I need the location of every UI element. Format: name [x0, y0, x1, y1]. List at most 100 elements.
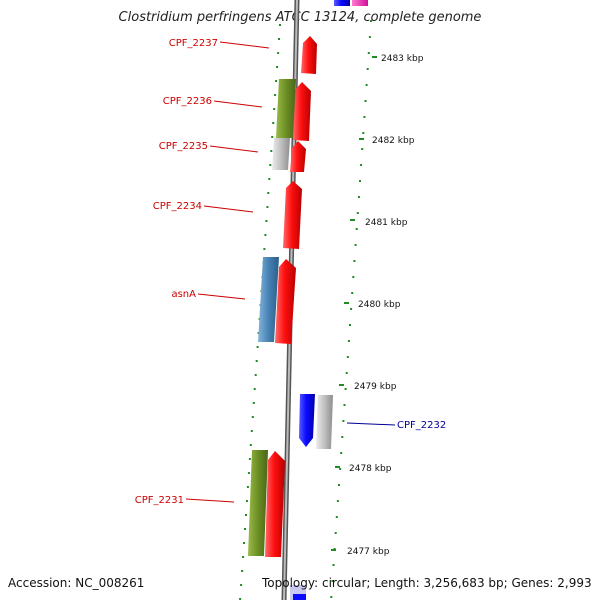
scale-label-2481: 2481 kbp	[365, 218, 408, 228]
inner-tick-dot	[278, 38, 280, 40]
map-title: Clostridium perfringens ATCC 13124, comp…	[118, 10, 482, 25]
inner-tick-dot	[272, 122, 275, 124]
scale-labels: 2483 kbp 2482 kbp 2481 kbp 2480 kbp 2479…	[331, 54, 424, 557]
gene-cpf2234-arrow	[283, 181, 302, 249]
gene-cpf2236-arrow	[293, 82, 311, 141]
gene-asna-function-box	[258, 257, 279, 342]
outer-tick-dot	[345, 372, 348, 374]
inner-tick-dot	[240, 584, 243, 586]
scale-label-2483: 2483 kbp	[381, 54, 424, 64]
inner-tick-dot	[250, 430, 253, 432]
inner-tick-dot	[256, 346, 259, 348]
outer-tick-dot	[340, 452, 343, 454]
gene-cpf2232-arrow	[299, 394, 315, 447]
gene-cpf2231-arrow	[265, 451, 285, 557]
outer-tick-dot	[330, 596, 333, 598]
gene-label-cpf2237: CPF_2237	[169, 38, 218, 49]
outer-tick-dot	[336, 500, 339, 502]
outer-tick-dot	[350, 308, 353, 310]
gene-cpf2231-function-box	[248, 450, 268, 556]
inner-tick-dot	[252, 402, 255, 404]
gene-cpf2237-arrow	[301, 36, 317, 74]
inner-tick-dot	[248, 458, 251, 460]
inner-tick-dot	[266, 206, 269, 208]
outer-tick-dot	[332, 564, 335, 566]
inner-tick-dot	[265, 220, 268, 222]
outer-tick-dot	[353, 260, 356, 262]
inner-tick-dot	[253, 388, 256, 390]
scale-tick-2483	[372, 56, 377, 58]
scale-label-2480: 2480 kbp	[358, 300, 401, 310]
scale-tick-2478	[335, 466, 340, 468]
gene-asna-arrow	[275, 259, 296, 344]
outer-tick-dot	[338, 484, 340, 486]
gene-cpf2236-function-box	[276, 79, 296, 138]
inner-tick-dot	[239, 598, 242, 600]
outer-tick-dot	[344, 388, 347, 390]
scale-tick-2482	[359, 138, 364, 140]
inner-tick-dot	[269, 164, 272, 166]
outer-tick-dot	[341, 436, 344, 438]
outer-tick-dot	[334, 532, 337, 534]
scale-tick-2480	[344, 302, 349, 304]
gene-label-cpf2235: CPF_2235	[159, 141, 208, 152]
inner-tick-dot	[267, 192, 270, 194]
inner-tick-dot	[241, 570, 244, 572]
scale-tick-2477	[331, 549, 336, 551]
outer-tick-dot	[362, 132, 365, 134]
outer-tick-dot	[360, 164, 363, 166]
outer-tick-dot	[343, 404, 346, 406]
inner-tick-dot	[246, 486, 249, 488]
inner-tick-dot	[276, 66, 279, 68]
outer-tick-dot	[347, 340, 350, 342]
outer-tick-dot	[368, 36, 371, 38]
partial-gene-top-magenta	[352, 0, 368, 6]
scale-label-2478: 2478 kbp	[349, 464, 392, 474]
gene-cpf2235-function-box	[272, 138, 290, 170]
outer-tick-dot	[339, 468, 342, 470]
gene-label-cpf2234: CPF_2234	[153, 201, 202, 212]
outer-tick-dot	[354, 244, 357, 246]
inner-tick-dot	[255, 360, 258, 362]
outer-tick-dot	[346, 356, 349, 358]
scale-label-2482: 2482 kbp	[372, 136, 415, 146]
outer-tick-dot	[363, 116, 366, 118]
partial-gene-top-blue	[334, 0, 350, 6]
outer-tick-dot	[364, 100, 367, 102]
outer-tick-dot	[361, 148, 364, 150]
inner-tick-dot	[279, 24, 281, 26]
outer-tick-dot	[366, 68, 369, 70]
scale-label-2477: 2477 kbp	[347, 547, 390, 557]
inner-tick-dot	[273, 108, 276, 110]
inner-tick-dot	[247, 472, 250, 474]
outer-tick-dot	[357, 196, 360, 198]
outer-tick-dot	[342, 420, 345, 422]
inner-tick-dot	[245, 500, 248, 502]
outer-tick-dot	[355, 228, 358, 230]
inner-tick-dot	[275, 80, 278, 82]
gene-labels: CPF_2237 CPF_2236 CPF_2235 CPF_2234 asnA…	[135, 38, 446, 506]
genome-summary-text: Topology: circular; Length: 3,256,683 bp…	[262, 576, 592, 590]
outer-tick-dot	[351, 292, 354, 294]
outer-tick-dot	[370, 20, 372, 22]
inner-tick-dot	[263, 248, 266, 250]
inner-tick-dot	[264, 234, 267, 236]
inner-tick-dot	[271, 136, 274, 138]
gene-cpf2232-function-box	[316, 395, 333, 449]
inner-tick-dot	[242, 556, 245, 558]
scale-label-2479: 2479 kbp	[354, 382, 397, 392]
outer-tick-dot	[365, 84, 368, 86]
gene-cpf2235-arrow	[290, 141, 306, 172]
scale-tick-2481	[350, 219, 355, 221]
scale-tick-2479	[339, 384, 344, 386]
inner-tick-dot	[274, 94, 277, 96]
outer-tick-dot	[356, 212, 359, 214]
inner-tick-dot	[243, 542, 245, 544]
gene-label-cpf2236: CPF_2236	[163, 96, 212, 107]
inner-tick-dot	[254, 374, 257, 376]
gene-label-cpf2232: CPF_2232	[397, 420, 446, 431]
inner-tick-dot	[268, 178, 271, 180]
outer-tick-dot	[335, 516, 338, 518]
outer-tick-dot	[331, 580, 334, 582]
